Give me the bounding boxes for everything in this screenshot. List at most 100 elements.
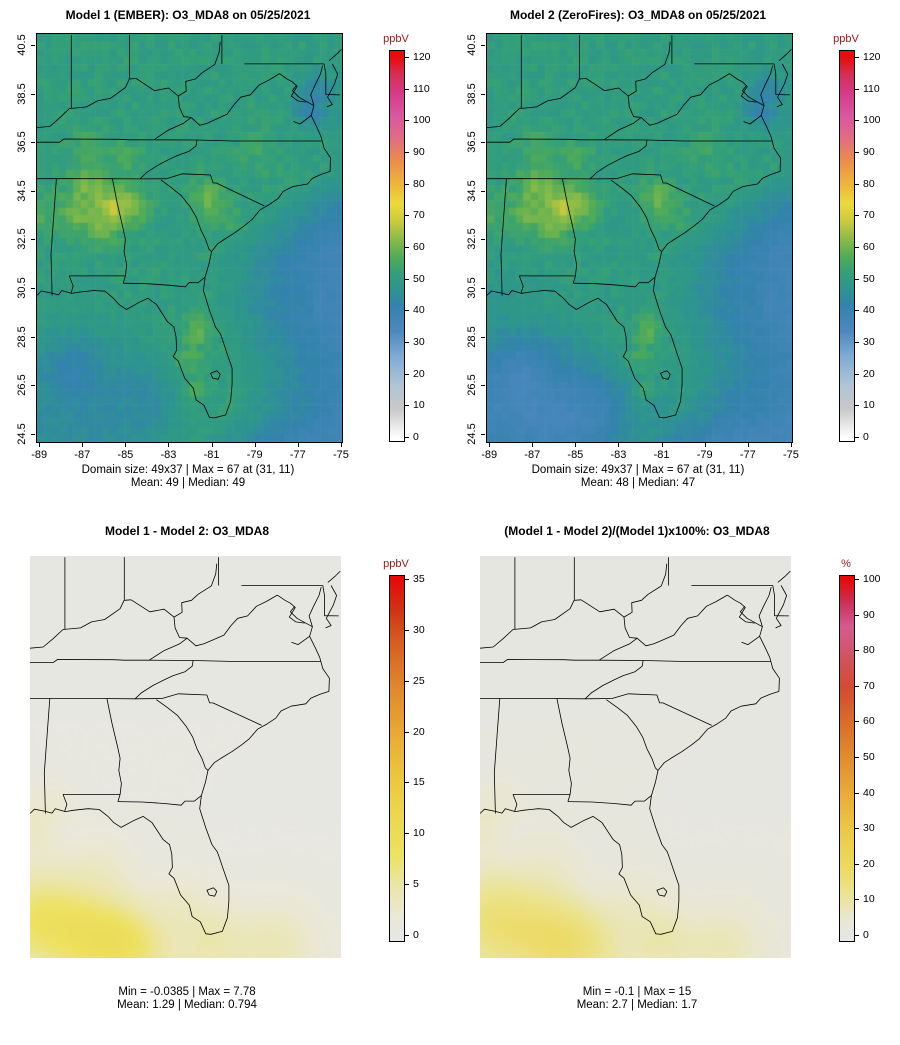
colorbar-unit-label: ppbV bbox=[383, 33, 409, 45]
colorbar-tick-label: 100 bbox=[863, 572, 881, 585]
y-tick-mark bbox=[31, 190, 35, 192]
colorbar-tick-mark bbox=[855, 863, 859, 865]
colorbar-tick-mark bbox=[855, 246, 859, 248]
y-tick-label: 26.5 bbox=[466, 374, 478, 397]
state-boundaries-icon bbox=[480, 557, 791, 935]
y-tick-mark bbox=[481, 288, 485, 290]
colorbar-tick-mark bbox=[405, 782, 409, 784]
colorbar-tick-mark bbox=[405, 120, 409, 122]
y-tick-mark bbox=[481, 93, 485, 95]
colorbar-tick-mark bbox=[855, 614, 859, 616]
colorbar-tick-mark bbox=[405, 934, 409, 936]
colorbar-tick-label: 25 bbox=[413, 674, 425, 687]
y-tick-label: 24.5 bbox=[16, 423, 28, 445]
panel-title: Model 1 (EMBER): O3_MDA8 on 05/25/2021 bbox=[65, 8, 311, 22]
y-tick-mark bbox=[31, 288, 35, 290]
raster-model2 bbox=[487, 34, 792, 442]
stats-line-1: Min = -0.1 | Max = 15 bbox=[582, 986, 692, 998]
x-tick-label: -85 bbox=[567, 449, 584, 461]
colorbar-tick-label: 50 bbox=[863, 750, 875, 763]
map-difference bbox=[30, 556, 341, 958]
map-percent-difference bbox=[480, 556, 791, 958]
colorbar-tick-mark bbox=[405, 151, 409, 153]
colorbar-tick-mark bbox=[405, 310, 409, 312]
colorbar-tick-mark bbox=[855, 56, 859, 58]
x-tick-mark bbox=[39, 443, 41, 447]
colorbar-tick-label: 15 bbox=[413, 776, 425, 789]
panel-stats: Min = -0.1 | Max = 15 Mean: 2.7 | Median… bbox=[577, 986, 698, 1012]
panel-title: Model 2 (ZeroFires): O3_MDA8 on 05/25/20… bbox=[509, 8, 767, 22]
y-tick-mark bbox=[31, 336, 35, 338]
colorbar-tick-mark bbox=[405, 341, 409, 343]
y-tick-label: 28.5 bbox=[466, 325, 478, 348]
colorbar-tick-label: 60 bbox=[863, 715, 875, 728]
colorbar-tick-label: 110 bbox=[863, 82, 880, 95]
colorbar-tick-mark bbox=[405, 629, 409, 631]
x-tick-label: -79 bbox=[246, 449, 263, 461]
colorbar-tick-mark bbox=[855, 650, 859, 652]
y-tick-mark bbox=[31, 142, 35, 144]
colorbar-tick-label: 80 bbox=[863, 177, 875, 190]
y-tick-label: 40.5 bbox=[466, 34, 478, 56]
state-boundaries-icon bbox=[487, 35, 792, 419]
x-tick-mark bbox=[790, 443, 792, 447]
colorbar-tick-label: 10 bbox=[863, 399, 875, 412]
panel-title: (Model 1 - Model 2)/(Model 1)x100%: O3_M… bbox=[504, 524, 770, 538]
colorbar-tick-label: 80 bbox=[863, 644, 875, 657]
x-tick-label: -79 bbox=[696, 449, 713, 461]
panel-title: Model 1 - Model 2: O3_MDA8 bbox=[104, 524, 270, 538]
x-tick-label: -75 bbox=[332, 449, 349, 461]
stats-line-2: Mean: 49 | Median: 49 bbox=[130, 477, 246, 489]
colorbar-tick-mark bbox=[405, 215, 409, 217]
x-tick-mark bbox=[575, 443, 577, 447]
colorbar-tick-label: 120 bbox=[863, 50, 881, 63]
y-tick-mark bbox=[481, 385, 485, 387]
x-tick-mark bbox=[340, 443, 342, 447]
colorbar-tick-mark bbox=[855, 120, 859, 122]
colorbar-tick-label: 30 bbox=[863, 822, 875, 835]
colorbar-tick-label: 110 bbox=[413, 82, 430, 95]
colorbar-gradient bbox=[389, 575, 405, 942]
stats-line-2: Mean: 1.29 | Median: 0.794 bbox=[117, 999, 257, 1011]
colorbar-tick-mark bbox=[405, 579, 409, 581]
colorbar-tick-mark bbox=[855, 341, 859, 343]
colorbar-tick-label: 70 bbox=[413, 209, 425, 222]
x-tick-label: -83 bbox=[160, 449, 177, 461]
colorbar-tick-mark bbox=[855, 310, 859, 312]
colorbar-tick-mark bbox=[855, 578, 859, 580]
colorbar-tick-mark bbox=[405, 884, 409, 886]
x-tick-label: -77 bbox=[289, 449, 306, 461]
colorbar-tick-label: 70 bbox=[863, 209, 875, 222]
y-tick-mark bbox=[31, 44, 35, 46]
colorbar-tick-label: 35 bbox=[413, 573, 425, 586]
colorbar-unit-label: % bbox=[841, 558, 851, 570]
y-tick-label: 40.5 bbox=[16, 34, 28, 56]
stats-line-1: Domain size: 49x37 | Max = 67 at (31, 11… bbox=[531, 464, 745, 476]
stats-line-1: Domain size: 49x37 | Max = 67 at (31, 11… bbox=[81, 464, 295, 476]
colorbar-tick-mark bbox=[405, 56, 409, 58]
stats-line-1: Min = -0.0385 | Max = 7.78 bbox=[118, 986, 256, 998]
y-tick-mark bbox=[31, 385, 35, 387]
colorbar-gradient bbox=[839, 575, 855, 942]
y-tick-label: 34.5 bbox=[466, 180, 478, 202]
colorbar-tick-label: 10 bbox=[863, 893, 875, 906]
y-tick-label: 34.5 bbox=[16, 180, 28, 202]
colorbar-tick-label: 120 bbox=[413, 50, 431, 63]
colorbar-tick-label: 100 bbox=[413, 114, 431, 127]
colorbar-tick-mark bbox=[855, 88, 859, 90]
colorbar-gradient bbox=[839, 50, 855, 442]
colorbar-tick-label: 10 bbox=[413, 827, 425, 840]
state-boundaries-icon bbox=[30, 557, 341, 935]
colorbar-tick-label: 20 bbox=[413, 367, 425, 380]
colorbar-tick-mark bbox=[855, 373, 859, 375]
colorbar-tick-mark bbox=[855, 151, 859, 153]
colorbar-tick-mark bbox=[855, 756, 859, 758]
y-tick-mark bbox=[481, 336, 485, 338]
colorbar-tick-mark bbox=[855, 183, 859, 185]
colorbar-tick-label: 100 bbox=[863, 114, 881, 127]
colorbar-tick-label: 70 bbox=[863, 679, 875, 692]
stats-line-2: Mean: 48 | Median: 47 bbox=[580, 477, 696, 489]
y-tick-label: 38.5 bbox=[466, 82, 478, 105]
x-tick-label: -81 bbox=[203, 449, 220, 461]
